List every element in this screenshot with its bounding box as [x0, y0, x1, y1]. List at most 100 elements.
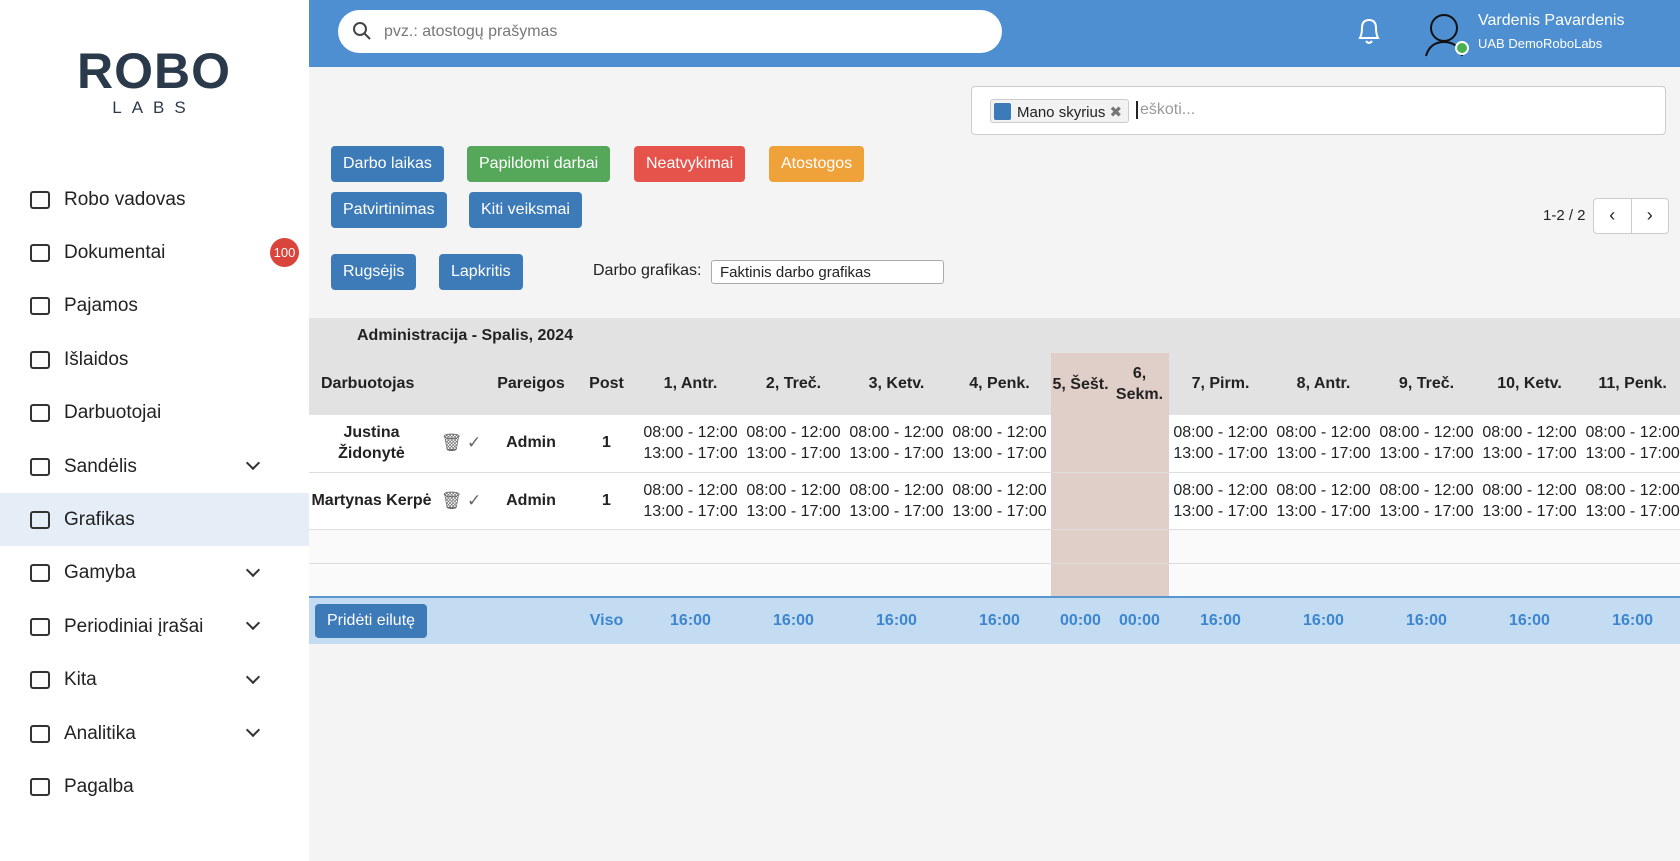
nav-item[interactable]: Gamyba: [0, 547, 309, 600]
time-range: 08:00 - 12:00: [849, 424, 944, 442]
day-header: 3, Ketv.: [868, 375, 925, 392]
schedule-cell[interactable]: 08:00 - 12:00 13:00 - 17:00: [948, 415, 1051, 472]
total-value: 16:00: [1406, 612, 1447, 629]
add-row-button[interactable]: Pridėti eilutę: [315, 604, 428, 638]
empty-cell: [845, 529, 948, 563]
nav-item[interactable]: Pajamos: [0, 280, 309, 333]
nav-item[interactable]: Kita: [0, 654, 309, 707]
nav-item[interactable]: Išlaidos: [0, 333, 309, 386]
time-range: 13:00 - 17:00: [746, 445, 841, 463]
time-range: 13:00 - 17:00: [952, 445, 1047, 463]
schedule-value: Faktinis darbo grafikas: [720, 264, 871, 281]
nav-label: Gamyba: [64, 562, 136, 584]
nav-label: Darbuotojai: [64, 402, 162, 424]
row-actions[interactable]: 🗑 ✓: [440, 433, 482, 453]
action-button[interactable]: Papildomi darbai: [467, 146, 611, 182]
search-icon: [353, 22, 371, 40]
search-input[interactable]: pvz.: atostogų prašymas: [338, 10, 1002, 53]
schedule-cell[interactable]: 08:00 - 12:00 13:00 - 17:00: [948, 472, 1051, 529]
filter-tag-label: Mano skyrius: [1017, 104, 1106, 121]
schedule-cell[interactable]: 08:00 - 12:00 13:00 - 17:00: [742, 415, 845, 472]
nav-item[interactable]: Grafikas: [0, 493, 309, 547]
time-range: 08:00 - 12:00: [849, 481, 944, 499]
schedule-cell[interactable]: [1051, 415, 1110, 472]
prev-page[interactable]: ‹: [1594, 199, 1632, 233]
notifications[interactable]: [1356, 16, 1382, 46]
prev-month[interactable]: Rugsėjis: [331, 254, 417, 290]
time-range: 08:00 - 12:00: [1482, 481, 1577, 499]
title-row: Administracija - Spalis, 2024: [309, 318, 1680, 353]
schedule-cell[interactable]: 08:00 - 12:00 13:00 - 17:00: [1581, 472, 1680, 529]
action-button[interactable]: Darbo laikas: [331, 146, 444, 182]
day-header: 6, Sekm.: [1110, 353, 1169, 415]
schedule-cell[interactable]: 08:00 - 12:00 13:00 - 17:00: [1581, 415, 1680, 472]
nav-icon: [30, 671, 50, 690]
schedule-cell[interactable]: [1110, 472, 1169, 529]
time-range: 13:00 - 17:00: [1173, 445, 1268, 463]
schedule-cell[interactable]: 08:00 - 12:00 13:00 - 17:00: [1478, 415, 1581, 472]
spacer: [488, 597, 574, 644]
user[interactable]: Vardenis Pavardenis UAB DemoRoboLabs: [1478, 12, 1624, 51]
time-range: 13:00 - 17:00: [1173, 502, 1268, 520]
row-actions[interactable]: 🗑 ✓: [440, 490, 482, 510]
empty-cell: [1478, 563, 1581, 597]
action-button[interactable]: Neatvykimai: [634, 146, 746, 182]
schedule-cell[interactable]: 08:00 - 12:00 13:00 - 17:00: [1272, 415, 1375, 472]
totals-row: Pridėti eilutę Viso 16:00 16:00 16:00 16:00 00…: [309, 597, 1680, 644]
schedule-cell[interactable]: 08:00 - 12:00 13:00 - 17:00: [845, 472, 948, 529]
nav-item[interactable]: Analitika: [0, 707, 309, 760]
next-month[interactable]: Lapkritis: [439, 254, 523, 290]
time-range: 13:00 - 17:00: [746, 502, 841, 520]
schedule-cell[interactable]: 08:00 - 12:00 13:00 - 17:00: [1478, 472, 1581, 529]
nav-icon: [30, 564, 50, 583]
nav-item[interactable]: Sandėlis: [0, 440, 309, 493]
nav-item[interactable]: Darbuotojai: [0, 387, 309, 440]
employee-name: Martynas Kerpė: [311, 492, 432, 509]
time-range: 08:00 - 12:00: [1482, 424, 1577, 442]
schedule-cell[interactable]: 08:00 - 12:00 13:00 - 17:00: [639, 472, 742, 529]
total-value: 16:00: [1612, 612, 1654, 629]
nav-item[interactable]: Periodiniai įrašai: [0, 600, 309, 653]
next-page[interactable]: ›: [1646, 205, 1653, 225]
schedule-cell[interactable]: [1051, 472, 1110, 529]
schedule-cell[interactable]: 08:00 - 12:00 13:00 - 17:00: [1375, 472, 1478, 529]
empty-cell: [845, 563, 948, 597]
schedule-cell[interactable]: 08:00 - 12:00 13:00 - 17:00: [845, 415, 948, 472]
empty-cell: [1110, 563, 1169, 597]
empty-cell: [639, 563, 742, 597]
time-range: 08:00 - 12:00: [1379, 424, 1474, 442]
schedule-cell[interactable]: 08:00 - 12:00 13:00 - 17:00: [1169, 472, 1272, 529]
logo-bottom: LABS: [112, 98, 196, 117]
avatar[interactable]: [1422, 8, 1472, 58]
nav-item[interactable]: Robo vadovas: [0, 173, 309, 226]
schedule-cell[interactable]: 08:00 - 12:00 13:00 - 17:00: [1169, 415, 1272, 472]
schedule-cell[interactable]: 08:00 - 12:00 13:00 - 17:00: [742, 472, 845, 529]
time-range: 08:00 - 12:00: [952, 424, 1047, 442]
schedule-cell[interactable]: 08:00 - 12:00 13:00 - 17:00: [1375, 415, 1478, 472]
empty-cell: [1375, 563, 1478, 597]
total-value: 16:00: [773, 612, 814, 629]
time-range: 13:00 - 17:00: [1276, 445, 1371, 463]
empty-cell: [1169, 563, 1272, 597]
nav-label: Dokumentai: [64, 241, 166, 263]
filter-box[interactable]: Mano skyrius ✖ eškoti...: [971, 86, 1666, 135]
schedule-select[interactable]: Faktinis darbo grafikas: [711, 260, 944, 284]
badge: 100: [270, 238, 299, 268]
dropdown-button[interactable]: Kiti veiksmai: [469, 192, 582, 228]
empty-cell: [1051, 563, 1110, 597]
search-placeholder: pvz.: atostogų prašymas: [384, 23, 558, 40]
time-range: 13:00 - 17:00: [1585, 445, 1680, 463]
nav-item[interactable]: Dokumentai 100: [0, 226, 309, 279]
schedule-cell[interactable]: 08:00 - 12:00 13:00 - 17:00: [639, 415, 742, 472]
dropdown-button[interactable]: Patvirtinimas: [331, 192, 447, 228]
schedule-cell[interactable]: [1110, 415, 1169, 472]
filter-tag[interactable]: Mano skyrius ✖: [990, 99, 1130, 123]
time-range: 08:00 - 12:00: [1379, 481, 1474, 499]
nav-icon: [30, 777, 50, 796]
nav-item[interactable]: Pagalba: [0, 760, 309, 813]
add-cell: Pridėti eilutę: [309, 597, 488, 644]
nav-icon: [30, 404, 50, 423]
action-button[interactable]: Atostogos: [769, 146, 865, 182]
schedule-cell[interactable]: 08:00 - 12:00 13:00 - 17:00: [1272, 472, 1375, 529]
chevron: [245, 616, 261, 631]
